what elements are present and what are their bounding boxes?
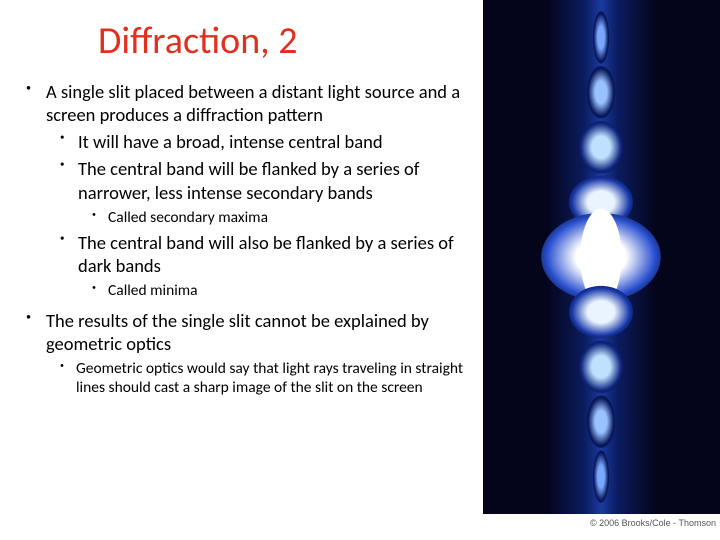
bullet-1: A single slit placed between a distant l…	[22, 80, 470, 301]
diffraction-figure	[483, 0, 720, 514]
title-text: Diffraction, 2	[98, 18, 298, 64]
bullet-1b: The central band will be flanked by a se…	[46, 157, 470, 227]
bullet-2-text: The results of the single slit cannot be…	[46, 309, 429, 355]
bullet-1c1: Called minima	[78, 281, 470, 300]
bullet-1c1-text: Called minima	[108, 281, 198, 300]
content-area: A single slit placed between a distant l…	[22, 80, 470, 406]
bullet-1-text: A single slit placed between a distant l…	[46, 80, 460, 126]
bullet-1b1: Called secondary maxima	[78, 208, 470, 227]
bullet-2a-text: Geometric optics would say that light ra…	[76, 359, 463, 397]
bullet-1a-text: It will have a broad, intense central ba…	[78, 130, 383, 153]
slide: Diffraction, 2 A single slit placed betw…	[0, 0, 720, 540]
copyright-text: © 2006 Brooks/Cole - Thomson	[590, 518, 716, 528]
bullet-1a: It will have a broad, intense central ba…	[46, 130, 470, 153]
bullet-2a: Geometric optics would say that light ra…	[46, 359, 470, 398]
bullet-2: The results of the single slit cannot be…	[22, 309, 470, 398]
diffraction-pattern-icon	[483, 0, 720, 514]
bullet-1c-text: The central band will also be flanked by…	[78, 231, 454, 277]
slide-title: Diffraction, 2	[98, 18, 298, 64]
bullet-1b-text: The central band will be flanked by a se…	[78, 157, 419, 203]
bullet-1c: The central band will also be flanked by…	[46, 231, 470, 301]
bullet-1b1-text: Called secondary maxima	[108, 208, 268, 227]
